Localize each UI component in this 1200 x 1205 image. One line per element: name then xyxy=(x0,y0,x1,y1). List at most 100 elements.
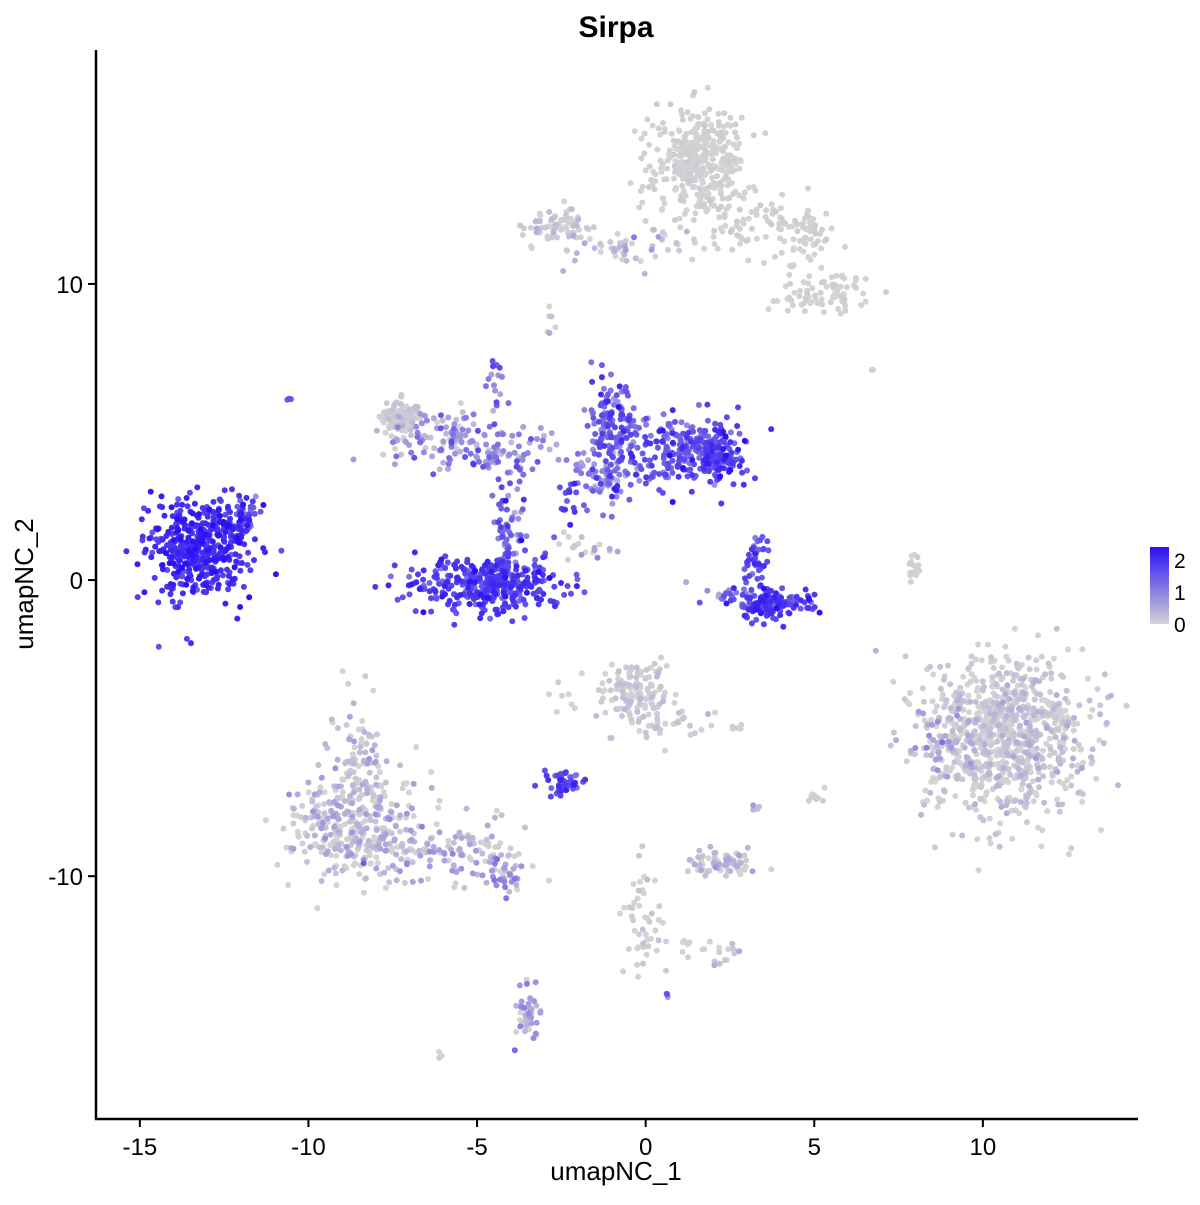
cell-point xyxy=(439,417,446,424)
cell-point xyxy=(929,721,936,728)
cell-point xyxy=(555,456,562,463)
cell-point xyxy=(623,257,630,264)
cell-point xyxy=(517,584,524,591)
cell-point xyxy=(540,591,547,597)
cell-point xyxy=(430,849,437,855)
cell-point xyxy=(732,129,739,136)
cell-point xyxy=(934,718,941,725)
cell-point xyxy=(391,401,398,408)
cell-point xyxy=(1003,802,1010,809)
cell-point xyxy=(290,812,297,819)
cell-point xyxy=(665,460,671,467)
cell-point xyxy=(179,551,186,558)
cell-point xyxy=(505,559,512,566)
cell-point xyxy=(1048,670,1055,677)
cell-point xyxy=(738,457,745,464)
cell-point xyxy=(376,413,383,420)
cell-point xyxy=(753,210,760,217)
cell-point xyxy=(807,299,814,306)
cell-point xyxy=(450,862,457,869)
cell-point xyxy=(661,452,667,459)
cell-point xyxy=(787,280,794,287)
cell-point xyxy=(790,236,797,243)
cell-point xyxy=(217,544,224,551)
cell-point xyxy=(860,290,867,297)
cell-point xyxy=(436,1048,442,1055)
cell-point xyxy=(1007,771,1014,778)
cell-point xyxy=(699,136,706,143)
cell-point xyxy=(690,428,697,435)
cell-point xyxy=(986,710,993,717)
cell-point xyxy=(645,184,652,190)
cell-point xyxy=(1064,722,1071,729)
cell-point xyxy=(740,481,747,488)
cell-point xyxy=(360,889,367,896)
cell-point xyxy=(468,438,474,445)
cell-point xyxy=(521,1005,528,1011)
cell-point xyxy=(417,852,424,859)
cell-point xyxy=(1022,749,1029,756)
cell-point xyxy=(653,438,660,445)
cell-point xyxy=(996,670,1002,677)
cell-point xyxy=(1071,714,1077,721)
cell-point xyxy=(858,302,865,308)
cell-point xyxy=(635,887,642,894)
cell-point xyxy=(680,939,686,946)
cell-point xyxy=(615,668,622,675)
cell-point xyxy=(456,432,463,439)
cell-point xyxy=(356,794,363,801)
cell-point xyxy=(334,756,341,763)
cell-point xyxy=(1013,739,1020,746)
cell-point xyxy=(1044,698,1051,705)
cell-point xyxy=(703,208,710,215)
cell-point xyxy=(775,225,782,232)
cell-point xyxy=(509,597,516,603)
cell-point xyxy=(493,882,500,889)
cell-point xyxy=(597,240,604,247)
cell-point xyxy=(606,545,613,552)
cell-point xyxy=(712,420,719,427)
cell-point xyxy=(393,802,400,809)
cell-point xyxy=(692,147,698,154)
cell-point xyxy=(1048,728,1055,735)
cell-point xyxy=(918,811,925,818)
cell-point xyxy=(797,597,804,604)
cell-point xyxy=(811,604,818,611)
cell-point xyxy=(175,568,182,575)
cell-point xyxy=(617,416,624,423)
cell-point xyxy=(564,583,571,589)
cell-point xyxy=(448,440,455,446)
cell-point xyxy=(679,116,686,123)
cell-point xyxy=(388,809,395,816)
cell-point xyxy=(1023,719,1030,726)
cell-point xyxy=(149,529,156,536)
cell-point xyxy=(478,610,485,617)
cell-point xyxy=(630,917,637,924)
cell-point xyxy=(651,186,658,193)
cell-point xyxy=(695,114,702,120)
cell-point xyxy=(669,457,676,464)
cell-point xyxy=(570,781,577,788)
cell-point xyxy=(715,467,722,473)
cell-point xyxy=(660,919,666,926)
cell-point xyxy=(442,565,449,571)
cell-point xyxy=(1000,765,1007,771)
cell-point xyxy=(505,553,512,560)
cell-point xyxy=(999,699,1006,706)
cell-point xyxy=(673,240,680,246)
cell-point xyxy=(592,431,599,437)
cell-point xyxy=(215,507,222,514)
cell-point xyxy=(1016,705,1023,712)
cell-point xyxy=(636,902,643,909)
cell-point xyxy=(689,472,695,478)
cell-point xyxy=(488,580,495,587)
cell-point xyxy=(748,546,755,553)
cell-point xyxy=(659,119,666,126)
legend-ticks: 210 xyxy=(1174,550,1186,637)
cell-point xyxy=(495,519,502,526)
cell-point xyxy=(835,306,842,312)
cell-point xyxy=(986,835,993,842)
cell-point xyxy=(615,404,622,410)
cell-point xyxy=(662,720,669,727)
cell-point xyxy=(823,210,830,217)
